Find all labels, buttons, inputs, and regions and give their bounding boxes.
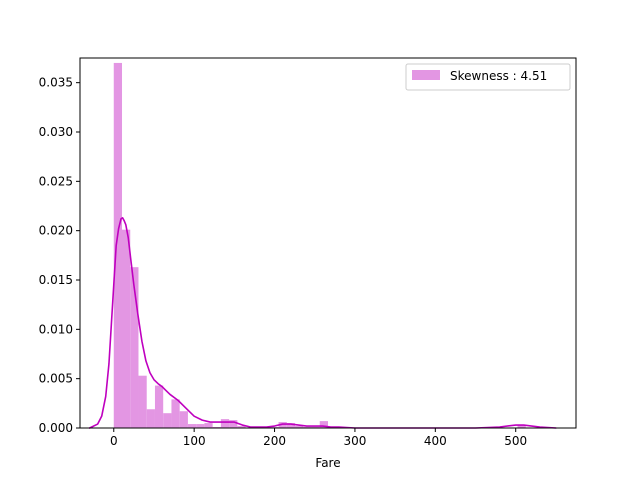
x-tick-label: 400 <box>424 434 447 448</box>
histogram-bar <box>319 421 328 428</box>
histogram-bar <box>295 426 304 428</box>
histogram-bar <box>517 425 526 428</box>
histogram-bar <box>229 420 238 428</box>
legend-label: Skewness : 4.51 <box>450 69 547 83</box>
histogram-bar <box>113 62 123 428</box>
x-tick-label: 500 <box>504 434 527 448</box>
y-tick-label: 0.020 <box>39 224 73 238</box>
histogram-bar <box>138 375 147 428</box>
legend-box <box>405 63 571 91</box>
histogram-bar <box>286 423 296 428</box>
histogram-bar <box>220 419 230 428</box>
y-tick-label: 0.010 <box>39 322 73 336</box>
axes-frame <box>79 57 577 429</box>
histogram-bar <box>122 229 131 428</box>
histogram-bar <box>237 426 246 428</box>
histogram-bar <box>130 267 139 428</box>
x-tick-label: 0 <box>110 434 118 448</box>
histogram-bar <box>278 422 287 428</box>
y-tick-label: 0.015 <box>39 273 73 287</box>
histogram-bar <box>154 385 164 428</box>
histogram-bar <box>146 409 155 428</box>
y-tick-label: 0.000 <box>39 421 73 435</box>
x-tick-label: 100 <box>183 434 206 448</box>
y-axis-ticks: 0.000 0.005 0.010 0.015 0.020 0.025 0.030 0.035 <box>39 76 80 435</box>
legend: Skewness : 4.51 <box>405 63 571 91</box>
histogram-bar <box>196 424 205 428</box>
histogram-bar <box>171 399 180 428</box>
legend-swatch <box>412 70 440 80</box>
y-tick-label: 0.025 <box>39 174 73 188</box>
histogram-bar <box>179 411 188 428</box>
y-tick-label: 0.035 <box>39 76 73 90</box>
histogram-bar <box>187 424 197 428</box>
x-axis-ticks: 0 100 200 300 400 500 <box>110 428 527 448</box>
x-axis-label: Fare <box>315 456 340 470</box>
histogram-bar <box>204 423 213 428</box>
x-tick-label: 200 <box>263 434 286 448</box>
x-tick-label: 300 <box>343 434 366 448</box>
y-tick-label: 0.005 <box>39 372 73 386</box>
histogram-bar <box>163 413 172 428</box>
y-tick-label: 0.030 <box>39 125 73 139</box>
